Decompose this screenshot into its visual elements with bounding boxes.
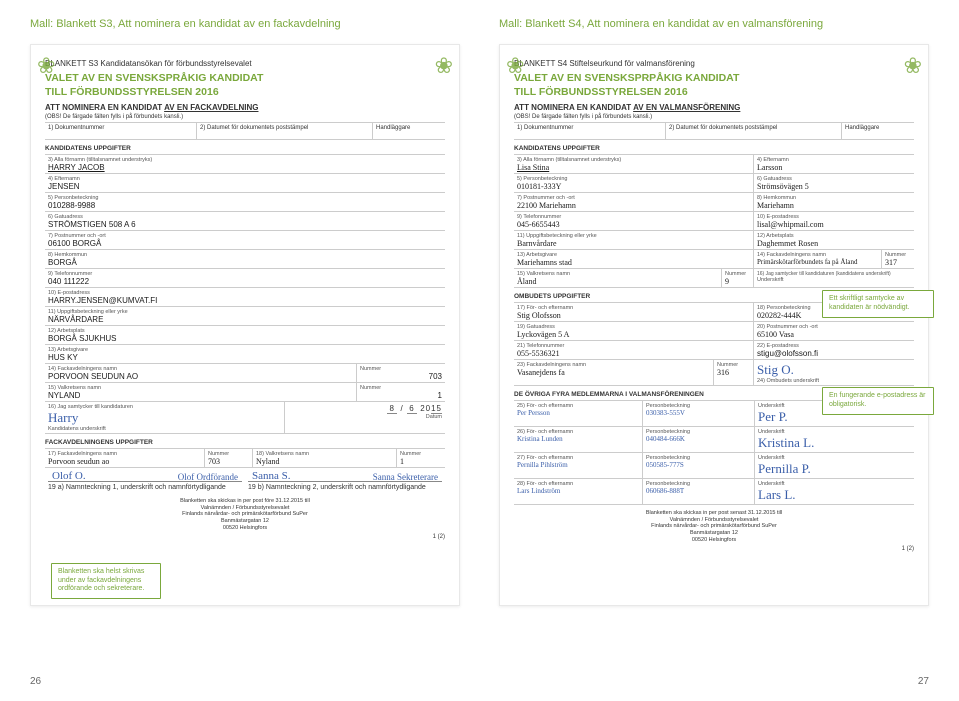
field-18: 18) Valkretsens namnNyland bbox=[253, 449, 397, 468]
field-17: 17) Fackavdelningens namnPorvoon seudun … bbox=[45, 449, 205, 468]
valet-title-r: VALET AV EN SVENSKSPRPÅKIG KANDIDAT TILL… bbox=[514, 72, 914, 99]
field-13: 13) ArbetsgivareHUS KY bbox=[45, 345, 445, 364]
hdr-hand: Handläggare bbox=[373, 123, 445, 139]
blankett-head-r: BLANKETT S4 Stiftelseurkund för valmansf… bbox=[514, 59, 914, 68]
form-s4: ❀ ❀ BLANKETT S4 Stiftelseurkund för valm… bbox=[499, 44, 929, 606]
hdr-datum: 2) Datumet för dokumentets poststämpel bbox=[197, 123, 373, 139]
mem-28: 28) För- och efternamnLars Lindström Per… bbox=[514, 479, 914, 505]
hdr-doknum: 1) Dokumentnummer bbox=[45, 123, 197, 139]
sec-kand-r: KANDIDATENS UPPGIFTER bbox=[514, 143, 914, 155]
obs-r: (OBS! De färgade fälten fylls i på förbu… bbox=[514, 114, 914, 120]
field-6: 6) GatuadressSTRÖMSTIGEN 508 A 6 bbox=[45, 212, 445, 231]
leaf-icon: ❀ bbox=[904, 53, 922, 79]
mem-26: 26) För- och efternamnKristina Lunden Pe… bbox=[514, 427, 914, 453]
field-15n: Nummer1 bbox=[357, 383, 445, 402]
att-line: ATT NOMINERA EN KANDIDAT AV EN FACKAVDEL… bbox=[45, 103, 445, 112]
field-12: 12) ArbetsplatsBORGÅ SJUKHUS bbox=[45, 326, 445, 345]
hdr-row: 1) Dokumentnummer 2) Datumet för dokumen… bbox=[45, 122, 445, 140]
left-col: Mall: Blankett S3, Att nominera en kandi… bbox=[30, 18, 460, 606]
sig2: Sanna S.Sanna Sekreterare bbox=[248, 470, 442, 482]
field-11: 11) Uppgiftsbeteckning eller yrkeNÄRVÅRD… bbox=[45, 307, 445, 326]
sec-kand: KANDIDATENS UPPGIFTER bbox=[45, 143, 445, 155]
valet-title: VALET AV EN SVENSKSPRÅKIG KANDIDAT TILL … bbox=[45, 72, 445, 99]
leaf-icon: ❀ bbox=[435, 53, 453, 79]
mall-title-right: Mall: Blankett S4, Att nominera en kandi… bbox=[499, 18, 929, 30]
field-17n: Nummer703 bbox=[205, 449, 253, 468]
leaf-icon: ❀ bbox=[506, 53, 524, 79]
pg-left: 1 (2) bbox=[45, 534, 445, 540]
mem-27: 27) För- och efternamnPernilla Pihlström… bbox=[514, 453, 914, 479]
field-4: 4) EfternamnJENSEN bbox=[45, 174, 445, 193]
callout-r1: Ett skriftligt samtycke av kandidaten är… bbox=[822, 290, 934, 318]
hdr-row-r: 1) Dokumentnummer 2) Datumet för dokumen… bbox=[514, 122, 914, 140]
blankett-head: BLANKETT S3 Kandidatansökan för förbunds… bbox=[45, 59, 445, 68]
pg-right: 1 (2) bbox=[514, 546, 914, 552]
sig1: Olof O.Olof Ordförande bbox=[48, 470, 242, 482]
mall-title-left: Mall: Blankett S3, Att nominera en kandi… bbox=[30, 18, 460, 30]
right-col: Mall: Blankett S4, Att nominera en kandi… bbox=[499, 18, 929, 606]
field-10: 10) E-postadressHARRY.JENSEN@KUMVAT.FI bbox=[45, 288, 445, 307]
field-8: 8) HemkommunBORGÅ bbox=[45, 250, 445, 269]
pageno-right: 27 bbox=[918, 676, 929, 687]
field-14: 14) Fackavdelningens namnPORVOON SEUDUN … bbox=[45, 364, 357, 383]
date-field: 8 / 6 2015 bbox=[288, 404, 442, 414]
callout-r2: En fungerande e-post­adress är obligator… bbox=[822, 387, 934, 415]
sign-omb: Stig O. bbox=[757, 362, 794, 377]
att-line-r: ATT NOMINERA EN KANDIDAT AV EN VALMANSFÖ… bbox=[514, 103, 914, 112]
field-9: 9) Telefonnummer040 111222 bbox=[45, 269, 445, 288]
callout-left: Blanketten ska helst skri­vas under av f… bbox=[51, 563, 161, 599]
field-16: 16) Jag samtycker till kandidaturen Harr… bbox=[45, 402, 285, 434]
footer: Blanketten ska skickas in per post före … bbox=[45, 498, 445, 531]
field-5: 5) Personbeteckning010288-9988 bbox=[45, 193, 445, 212]
sec-fack: FACKAVDELNINGENS UPPGIFTER bbox=[45, 437, 445, 449]
page: Mall: Blankett S3, Att nominera en kandi… bbox=[0, 0, 959, 606]
signature-scribble: Harry bbox=[48, 410, 78, 425]
pageno-left: 26 bbox=[30, 676, 41, 687]
leaf-icon: ❀ bbox=[37, 53, 55, 79]
field-7: 7) Postnummer och -ort06100 BORGÅ bbox=[45, 231, 445, 250]
field-14n: Nummer703 bbox=[357, 364, 445, 383]
field-15: 15) Valkretsens namnNYLAND bbox=[45, 383, 357, 402]
field-18n: Nummer1 bbox=[397, 449, 445, 468]
obs: (OBS! De färgade fälten fylls i på förbu… bbox=[45, 114, 445, 120]
field-3: 3) Alla förnamn (tilltalsnamnet understr… bbox=[45, 155, 445, 174]
form-s3: ❀ ❀ BLANKETT S3 Kandidatansökan för förb… bbox=[30, 44, 460, 606]
footer-r: Blanketten ska skickas in per post senas… bbox=[514, 510, 914, 543]
